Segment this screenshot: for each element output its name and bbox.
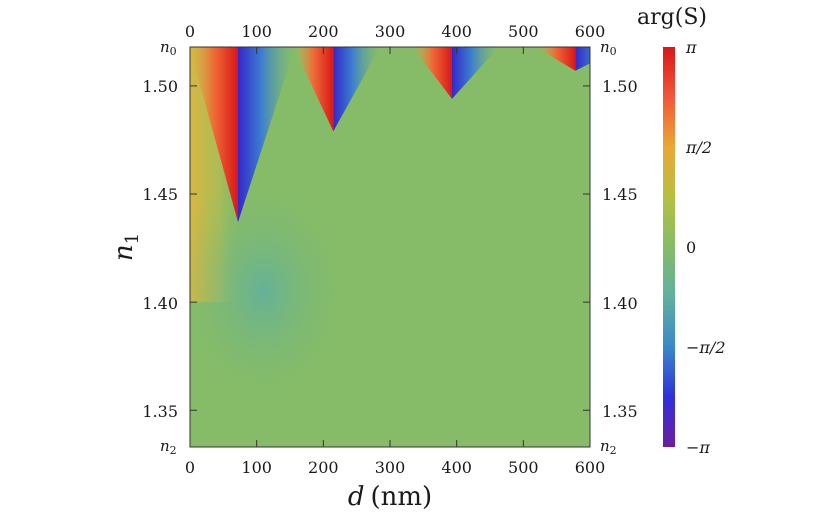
phase-singularity-blue <box>333 47 381 132</box>
n2-label-right: n2 <box>600 437 617 457</box>
phase-singularity-red <box>293 47 334 132</box>
x-tick-label: 400 <box>441 458 472 477</box>
y-tick-label: 1.35 <box>142 402 178 421</box>
teal-region <box>190 171 354 412</box>
colorbar-tick-label: −π/2 <box>686 338 726 357</box>
x-tick-label: 0 <box>185 458 195 477</box>
x-tick-label: 200 <box>308 458 339 477</box>
x-tick-label-top: 600 <box>575 22 606 41</box>
phase-singularity-red <box>190 47 238 223</box>
phase-singularity-blue <box>575 47 590 71</box>
colorbar-tick-label: 0 <box>686 238 696 257</box>
y-tick-label-right: 1.50 <box>602 77 638 96</box>
phase-singularity-red <box>412 47 452 99</box>
phase-singularity-blue <box>238 47 296 223</box>
colorbar: arg(S) π π/2 0 −π/2 −π <box>637 5 725 457</box>
y-tick-label-right: 1.35 <box>602 402 638 421</box>
y-axis-title: n1 <box>109 233 143 261</box>
x-tick-label: 100 <box>241 458 272 477</box>
colorbar-gradient <box>663 47 675 447</box>
x-axis-title: d (nm) <box>348 482 432 512</box>
x-tick-label: 300 <box>375 458 406 477</box>
phase-singularity-red <box>535 47 576 71</box>
y-tick-label-right: 1.45 <box>602 185 638 204</box>
y-tick-label: 1.50 <box>142 77 178 96</box>
x-tick-label: 500 <box>508 458 539 477</box>
x-tick-label-top: 500 <box>508 22 539 41</box>
y-tick-label: 1.45 <box>142 185 178 204</box>
x-tick-labels-bottom: 0 100 200 300 400 500 600 <box>185 458 605 477</box>
x-tick-label-top: 100 <box>241 22 272 41</box>
y-tick-label-right: 1.40 <box>602 294 638 313</box>
x-tick-label-top: 300 <box>375 22 406 41</box>
y-tick-labels-right: 1.35 1.40 1.45 1.50 <box>602 77 638 421</box>
y-tick-label: 1.40 <box>142 294 178 313</box>
colorbar-tick-label: −π <box>686 438 710 457</box>
x-tick-label: 600 <box>575 458 606 477</box>
phase-heatmap <box>190 47 590 447</box>
n2-label-left: n2 <box>160 437 177 457</box>
medium-limit-labels: n0 n0 n2 n2 <box>160 38 617 457</box>
n0-label-right: n0 <box>600 38 617 58</box>
colorbar-title: arg(S) <box>637 5 707 30</box>
x-tick-label-top: 0 <box>185 22 195 41</box>
y-tick-labels-left: 1.35 1.40 1.45 1.50 <box>142 77 178 421</box>
n0-label-left: n0 <box>160 38 177 58</box>
x-tick-label-top: 200 <box>308 22 339 41</box>
colorbar-tick-label: π/2 <box>685 138 712 157</box>
x-tick-labels-top: 0 100 200 300 400 500 600 <box>185 22 605 41</box>
colorbar-tick-label: π <box>685 38 697 57</box>
x-tick-label-top: 400 <box>441 22 472 41</box>
phase-singularity-blue <box>452 47 499 99</box>
axis-ticks <box>189 47 591 447</box>
